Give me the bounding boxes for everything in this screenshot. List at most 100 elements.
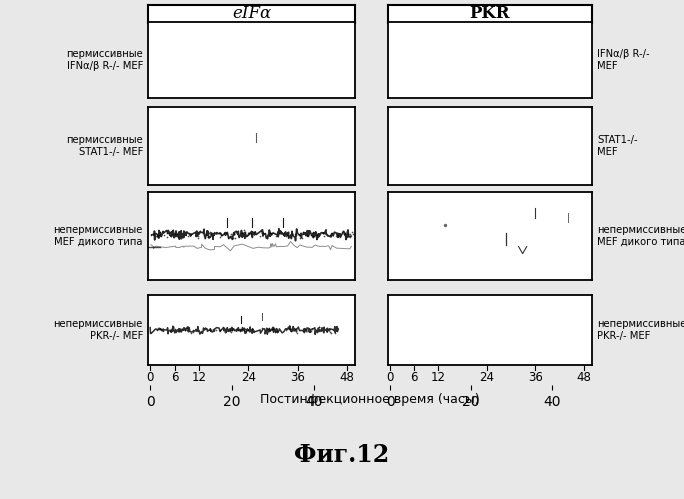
Point xyxy=(238,327,249,335)
Point xyxy=(319,232,330,240)
Point xyxy=(219,230,230,238)
Point xyxy=(263,324,274,332)
Point xyxy=(170,325,181,333)
Point xyxy=(308,232,319,240)
Point xyxy=(185,329,196,337)
Point xyxy=(325,328,336,336)
Point xyxy=(155,228,166,236)
Point xyxy=(246,325,257,333)
Text: 36: 36 xyxy=(290,371,305,384)
Point xyxy=(153,232,164,240)
Text: 48: 48 xyxy=(577,371,592,384)
Point xyxy=(347,228,358,236)
Point xyxy=(282,231,293,239)
Point xyxy=(321,327,332,335)
Point xyxy=(317,230,328,238)
Text: 24: 24 xyxy=(479,371,495,384)
Point xyxy=(307,232,318,240)
Text: 12: 12 xyxy=(431,371,446,384)
Point xyxy=(214,233,225,241)
Point xyxy=(277,231,288,239)
Point xyxy=(172,230,183,238)
Point xyxy=(302,231,313,239)
Point xyxy=(202,233,213,241)
Point xyxy=(224,327,235,335)
Point xyxy=(165,327,176,335)
Text: пермиссивные
IFNα/β R-/- MEF: пермиссивные IFNα/β R-/- MEF xyxy=(66,49,143,71)
Point xyxy=(290,231,301,239)
Point xyxy=(226,231,237,239)
Point xyxy=(170,230,181,238)
Point xyxy=(205,229,215,237)
Point xyxy=(231,326,242,334)
Point xyxy=(185,230,196,238)
Point xyxy=(274,229,285,237)
Point xyxy=(187,328,198,336)
Point xyxy=(240,327,251,335)
Point xyxy=(287,230,298,238)
Point xyxy=(235,327,246,335)
Point xyxy=(225,232,236,240)
Point xyxy=(174,327,185,335)
Point xyxy=(224,232,235,240)
Point xyxy=(265,229,276,237)
Point xyxy=(339,229,350,237)
Point xyxy=(326,329,337,337)
Point xyxy=(224,326,235,334)
Point xyxy=(254,232,265,240)
Point xyxy=(166,325,176,333)
Text: непермиссивные
PKR-/- MEF: непермиссивные PKR-/- MEF xyxy=(53,319,143,341)
Point xyxy=(152,231,163,239)
Point xyxy=(306,327,317,335)
Point xyxy=(215,326,226,334)
Point xyxy=(162,229,173,237)
Point xyxy=(240,325,251,333)
Point xyxy=(280,325,291,333)
Point xyxy=(324,231,335,239)
Point xyxy=(239,227,250,235)
Point xyxy=(158,231,169,239)
Point xyxy=(182,326,193,334)
Text: 12: 12 xyxy=(192,371,207,384)
Point xyxy=(228,230,239,238)
Point xyxy=(271,328,282,336)
Point xyxy=(282,231,293,239)
Point xyxy=(226,325,237,333)
Point xyxy=(345,230,356,238)
Text: eIFα: eIFα xyxy=(232,5,271,22)
Point xyxy=(306,231,317,239)
Point xyxy=(264,229,275,237)
Point xyxy=(154,325,165,333)
Point xyxy=(205,230,216,238)
Point xyxy=(193,232,204,240)
Point xyxy=(200,230,211,238)
Point xyxy=(285,325,296,333)
Point xyxy=(300,325,311,333)
Point xyxy=(271,232,282,240)
Point xyxy=(313,323,324,331)
Point xyxy=(341,233,352,241)
Point xyxy=(272,327,282,335)
Point xyxy=(215,229,226,237)
Point xyxy=(227,326,238,334)
Point xyxy=(313,323,324,331)
Text: STAT1-/-
MEF: STAT1-/- MEF xyxy=(597,135,637,157)
Text: непермиссивные
МЕF дикого типа: непермиссивные МЕF дикого типа xyxy=(53,225,143,247)
Point xyxy=(307,228,318,236)
Text: 36: 36 xyxy=(528,371,543,384)
Point xyxy=(156,326,167,334)
Point xyxy=(440,222,451,230)
Point xyxy=(320,229,331,237)
Point xyxy=(249,229,260,237)
Point xyxy=(261,232,272,240)
Point xyxy=(234,326,245,334)
Point xyxy=(179,326,190,334)
Point xyxy=(225,328,236,336)
Point xyxy=(150,232,161,240)
Point xyxy=(180,326,191,334)
Text: непермиссивные
PKR-/- MEF: непермиссивные PKR-/- MEF xyxy=(597,319,684,341)
Text: 0: 0 xyxy=(146,371,154,384)
Text: 0: 0 xyxy=(386,371,394,384)
Point xyxy=(230,234,241,242)
Point xyxy=(162,233,173,241)
